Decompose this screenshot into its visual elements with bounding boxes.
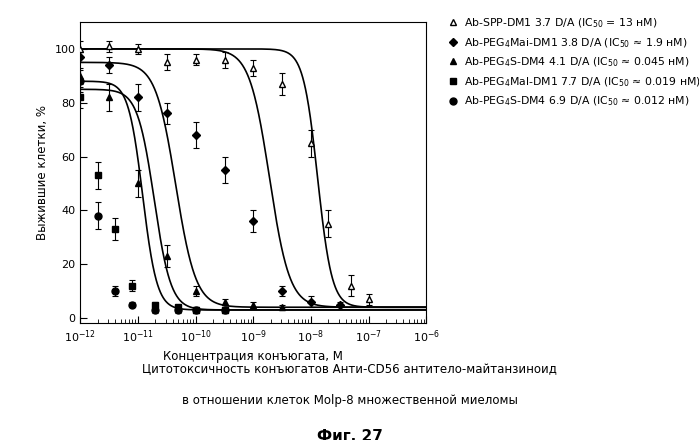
X-axis label: Концентрация конъюгата, М: Концентрация конъюгата, М bbox=[164, 350, 343, 363]
Y-axis label: Выжившие клетки, %: Выжившие клетки, % bbox=[36, 105, 49, 240]
Text: Фиг. 27: Фиг. 27 bbox=[317, 429, 382, 440]
Text: Цитотоксичность конъюгатов Анти-CD56 антитело-майтанзиноид: Цитотоксичность конъюгатов Анти-CD56 ант… bbox=[142, 363, 557, 376]
Text: в отношении клеток Molp-8 множественной миеломы: в отношении клеток Molp-8 множественной … bbox=[182, 394, 517, 407]
Legend: Ab-SPP-DM1 3.7 D/A (IC$_{50}$ = 13 нМ), Ab-PEG$_4$Mai-DM1 3.8 D/A (IC$_{50}$ ≈ 1: Ab-SPP-DM1 3.7 D/A (IC$_{50}$ = 13 нМ), … bbox=[442, 12, 699, 113]
